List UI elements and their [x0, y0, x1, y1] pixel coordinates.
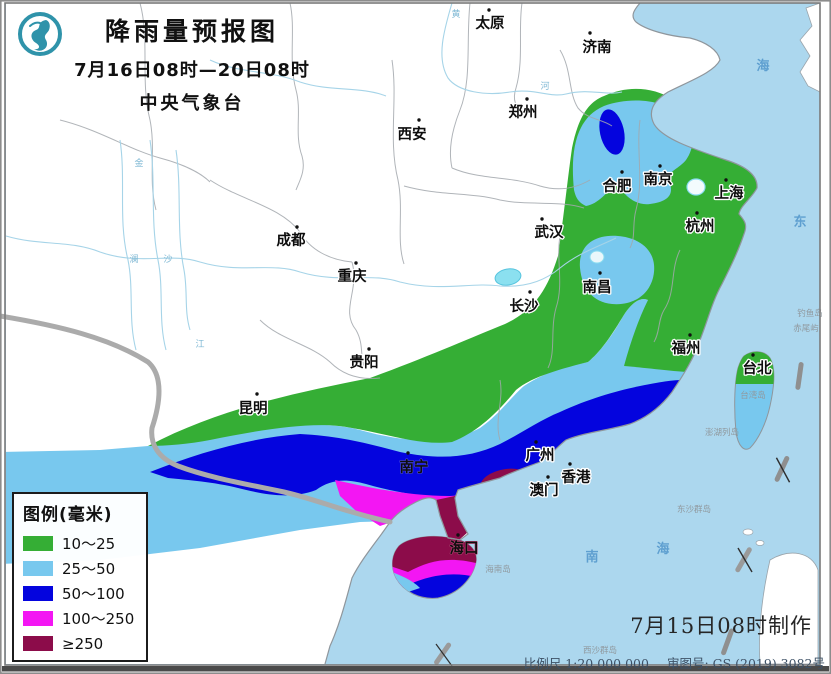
- dongting-lake: [494, 268, 522, 286]
- islet: [742, 528, 754, 536]
- legend-swatch-lightblue: [23, 561, 53, 576]
- city-label: 香港: [562, 468, 591, 486]
- city-label: 合肥: [602, 177, 632, 195]
- map-header: 降雨量预报图 7月16日08时—20日08时 中央气象台: [62, 12, 322, 115]
- river-label: 澜: [129, 254, 138, 265]
- made-at-text: 7月15日08时制作: [630, 614, 812, 638]
- legend-label: ≥250: [62, 634, 104, 653]
- province-boundaries: [59, 2, 681, 441]
- city-label: 长沙: [510, 297, 539, 315]
- city-label: 贵阳: [350, 353, 379, 371]
- island-label: 赤尾屿: [793, 324, 819, 334]
- cma-logo: [18, 12, 62, 56]
- legend-row: 10～25: [23, 531, 138, 556]
- island-label: 西沙群岛: [583, 645, 617, 656]
- river-label: 金: [134, 157, 143, 169]
- city-label: 南昌: [583, 278, 612, 296]
- city-label: 济南: [583, 38, 612, 56]
- legend-swatch-green: [23, 536, 53, 551]
- legend-box: 图例(毫米) 10～25 25～50 50～100 100～250 ≥250: [12, 492, 148, 662]
- legend-row: ≥250: [23, 631, 138, 656]
- city-labels: 太原 济南 郑州 西安 成都 重庆 武汉 合肥 南京 上海 杭州 南昌 长沙 贵…: [237, 13, 773, 558]
- island-label: 台湾岛: [740, 390, 766, 401]
- legend-swatch-blue: [23, 586, 53, 601]
- approval-number: 审图号: GS (2019) 3082号: [666, 656, 825, 671]
- sea-boundary-dashes: [434, 362, 804, 667]
- city-label: 台北: [743, 359, 772, 377]
- band-50-100: [150, 380, 692, 498]
- city-label: 郑州: [509, 103, 538, 121]
- river-label: 黄: [451, 8, 460, 20]
- hainan-island: [391, 535, 477, 599]
- taihu-lake: [686, 178, 706, 196]
- luzon-island: [759, 552, 819, 665]
- city-label: 重庆: [338, 267, 367, 285]
- city-label: 上海: [715, 184, 744, 202]
- city-label: 西安: [398, 125, 427, 143]
- city-label: 太原: [476, 14, 505, 32]
- city-label: 成都: [277, 231, 306, 249]
- river-labels: 黄 河 金 沙 澜 江: [129, 8, 549, 350]
- sea-label: 海: [656, 541, 669, 557]
- city-label: 杭州: [686, 217, 715, 235]
- poyang-lake: [589, 250, 605, 264]
- island-label: 海南岛: [485, 564, 511, 575]
- core-50-100-north: [599, 109, 625, 155]
- scale-text: 比例尺 1:20 000 000: [523, 656, 649, 671]
- legend-label: 50～100: [62, 585, 125, 603]
- island-label: 钓鱼岛: [797, 308, 823, 319]
- legend-swatch-maroon: [23, 636, 53, 651]
- international-border: [0, 313, 393, 525]
- city-label: 武汉: [535, 223, 564, 241]
- band-100-250: [335, 422, 652, 526]
- island-labels: 台湾岛 澎湖列岛 东沙群岛 海南岛 西沙群岛 钓鱼岛 赤尾屿: [485, 308, 823, 656]
- forecast-period: 7月16日08时—20日08时: [74, 60, 310, 81]
- sea-label: 海: [756, 58, 769, 74]
- sea-labels: 海 东 南 海: [585, 58, 806, 565]
- city-label: 南京: [644, 170, 673, 188]
- legend-title: 图例(毫米): [23, 505, 113, 525]
- river-label: 沙: [163, 254, 172, 265]
- sea-label: 东: [793, 214, 806, 230]
- korea-peninsula: [799, 2, 821, 93]
- agency-name: 中央气象台: [139, 93, 245, 114]
- city-label: 澳门: [530, 481, 559, 499]
- rivers: [5, 2, 623, 351]
- island-label: 东沙群岛: [677, 504, 711, 515]
- legend-label: 10～25: [62, 535, 116, 553]
- islet: [755, 540, 765, 546]
- legend-label: 100～250: [62, 610, 135, 628]
- page-title: 降雨量预报图: [104, 17, 279, 46]
- legend-row: 100～250: [23, 606, 138, 631]
- river-label: 河: [540, 80, 549, 92]
- city-label: 昆明: [239, 400, 268, 417]
- city-label: 南宁: [400, 458, 429, 476]
- city-label: 广州: [526, 446, 555, 464]
- legend-label: 25～50: [62, 560, 116, 578]
- legend-row: 25～50: [23, 556, 138, 581]
- river-label: 江: [195, 339, 204, 350]
- coastline: [324, 2, 758, 665]
- legend-row: 50～100: [23, 581, 138, 606]
- sea-label: 南: [585, 549, 598, 565]
- dragon-glyph: [31, 20, 50, 51]
- band-25-50: [6, 299, 702, 564]
- scale-and-approval: 比例尺 1:20 000 000 审图号: GS (2019) 3082号: [500, 653, 825, 672]
- city-dots: [255, 8, 755, 537]
- city-label: 海口: [450, 539, 479, 557]
- legend-swatch-magenta: [23, 611, 53, 626]
- city-label: 福州: [671, 339, 701, 357]
- island-label: 澎湖列岛: [705, 427, 739, 438]
- rainfall-bands: [6, 88, 758, 564]
